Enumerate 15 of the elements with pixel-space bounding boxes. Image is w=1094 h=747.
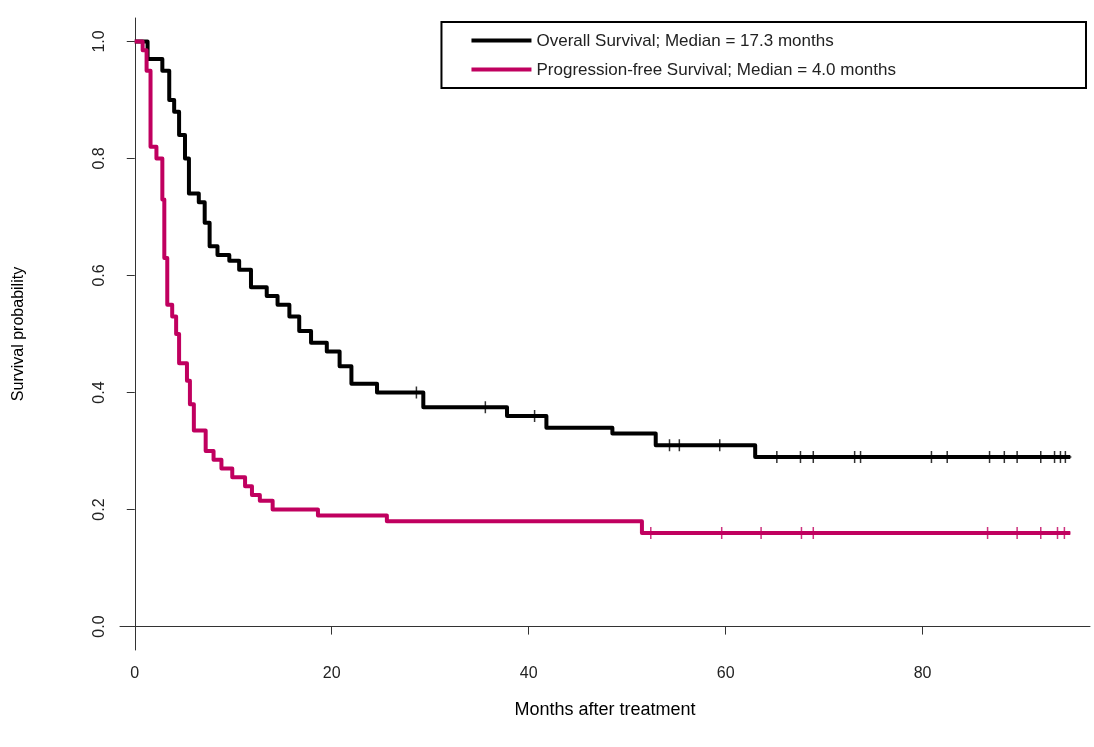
x-tick-label: 0 [130, 663, 140, 681]
y-tick-label: 0.8 [89, 147, 107, 170]
y-tick-label: 0.0 [89, 615, 107, 638]
y-axis-title: Survival probability [8, 266, 26, 402]
x-tick-label: 80 [913, 663, 932, 681]
y-tick-label: 0.6 [89, 264, 107, 287]
y-tick-label: 0.2 [89, 498, 107, 521]
legend-label: Overall Survival; Median = 17.3 months [536, 31, 834, 50]
x-tick-label: 20 [322, 663, 341, 681]
y-tick-label: 1.0 [89, 30, 107, 53]
x-axis-title: Months after treatment [514, 699, 696, 719]
legend-label: Progression-free Survival; Median = 4.0 months [536, 60, 897, 79]
y-tick-label: 0.4 [89, 381, 107, 404]
x-tick-label: 40 [519, 663, 538, 681]
x-tick-label: 60 [716, 663, 735, 681]
